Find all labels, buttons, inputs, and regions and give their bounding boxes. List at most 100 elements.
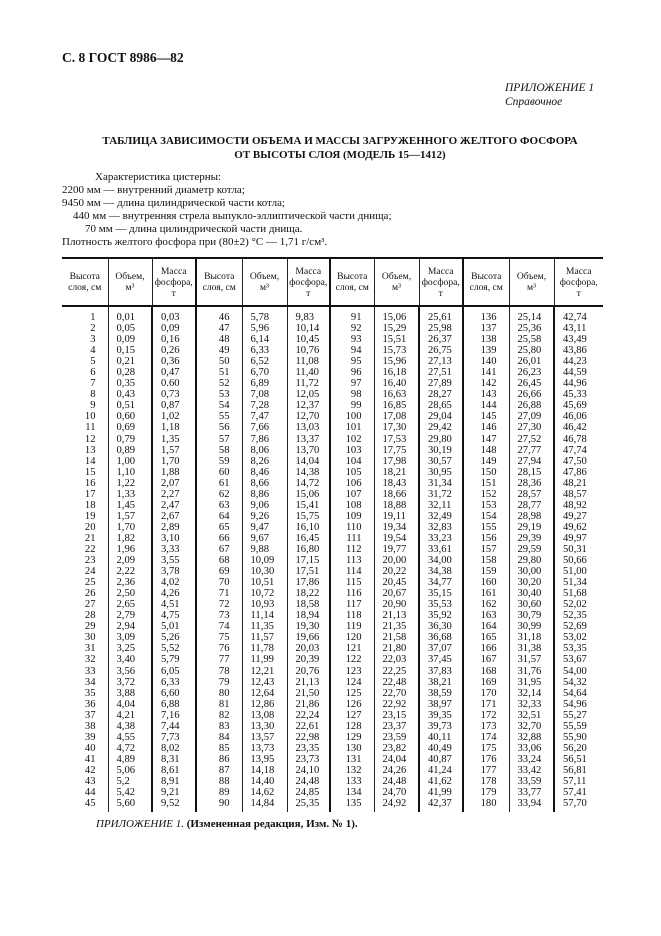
mass-cell: 35,92 bbox=[418, 610, 463, 622]
height-cell: 126 bbox=[329, 698, 374, 710]
mass-cell: 51,34 bbox=[553, 577, 603, 589]
mass-cell: 28,65 bbox=[418, 400, 463, 412]
height-cell: 86 bbox=[195, 753, 242, 765]
height-cell: 61 bbox=[195, 477, 242, 489]
mass-cell: 52,02 bbox=[553, 599, 603, 611]
volume-cell: 1,33 bbox=[107, 488, 152, 500]
height-cell: 127 bbox=[329, 709, 374, 721]
mass-cell: 24,48 bbox=[286, 775, 330, 788]
volume-cell: 29,80 bbox=[508, 555, 554, 567]
header-volume: Объем, м³ bbox=[508, 257, 554, 307]
volume-cell: 22,03 bbox=[373, 654, 419, 666]
volume-cell: 33,94 bbox=[508, 798, 554, 813]
volume-cell: 31,95 bbox=[508, 676, 554, 688]
volume-cell: 14,18 bbox=[241, 764, 287, 776]
volume-cell: 8,66 bbox=[241, 477, 287, 489]
mass-cell: 35,53 bbox=[418, 599, 463, 611]
table-row: 1 0,01 0,03 46 5,78 9,83 91 15,06 25,61 136 25,14 4… bbox=[62, 306, 603, 324]
volume-cell: 1,70 bbox=[107, 521, 152, 533]
volume-cell: 17,53 bbox=[373, 433, 419, 445]
table-row: 13 0,89 1,57 58 8,06 13,70 103 17,75 30,19 148 27,… bbox=[62, 444, 603, 456]
height-cell: 109 bbox=[329, 510, 374, 522]
volume-cell: 30,20 bbox=[508, 577, 554, 589]
height-cell: 9 bbox=[90, 400, 96, 412]
height-cell: 165 bbox=[462, 632, 509, 644]
height-cell: 62 bbox=[195, 488, 242, 500]
mass-cell: 55,90 bbox=[553, 731, 603, 743]
height-cell: 93 bbox=[329, 334, 374, 346]
appendix-type: Справочное bbox=[505, 96, 563, 108]
height-cell: 52 bbox=[195, 378, 242, 390]
volume-cell: 22,25 bbox=[373, 665, 419, 677]
volume-cell: 25,58 bbox=[508, 334, 554, 346]
header-mass-text: фосфора, bbox=[154, 276, 193, 288]
mass-cell: 0,73 bbox=[151, 389, 196, 401]
mass-cell: 29,80 bbox=[418, 433, 463, 445]
volume-cell: 8,86 bbox=[241, 488, 287, 500]
mass-cell: 37,83 bbox=[418, 665, 463, 677]
height-cell: 132 bbox=[329, 764, 374, 776]
volume-cell: 2,94 bbox=[107, 621, 152, 633]
mass-cell: 2,07 bbox=[151, 477, 196, 489]
height-cell: 98 bbox=[329, 389, 374, 401]
table-row: 32 3,40 5,79 77 11,99 20,39 122 22,03 37,45 167 31… bbox=[62, 654, 603, 666]
volume-cell: 2,79 bbox=[107, 610, 152, 622]
volume-cell: 32,14 bbox=[508, 687, 554, 699]
volume-cell: 13,30 bbox=[241, 720, 287, 732]
height-cell: 80 bbox=[195, 687, 242, 699]
volume-cell: 2,09 bbox=[107, 555, 152, 567]
mass-cell: 20,03 bbox=[286, 643, 330, 655]
volume-cell: 30,79 bbox=[508, 610, 554, 622]
height-cell: 69 bbox=[195, 566, 242, 578]
table-row: 21 1,82 3,10 66 9,67 16,45 111 19,54 33,23 156 29,… bbox=[62, 532, 603, 544]
mass-cell: 17,51 bbox=[286, 566, 330, 578]
volume-cell: 27,94 bbox=[508, 455, 554, 467]
height-cell: 144 bbox=[462, 400, 509, 412]
amendment-text: (Измененная редакция, Изм. № 1). bbox=[186, 818, 358, 830]
mass-cell: 52,69 bbox=[553, 621, 603, 633]
table-row: 12 0,79 1,35 57 7,86 13,37 102 17,53 29,80 147 27,… bbox=[62, 433, 603, 445]
mass-cell: 2,27 bbox=[151, 488, 196, 500]
height-cell: 65 bbox=[195, 521, 242, 533]
mass-cell: 15,06 bbox=[286, 488, 330, 500]
mass-cell: 50,31 bbox=[553, 543, 603, 556]
height-cell: 107 bbox=[329, 488, 374, 500]
volume-cell: 1,22 bbox=[107, 477, 152, 489]
table-row: 16 1,22 2,07 61 8,66 14,72 106 18,43 31,34 151 28,… bbox=[62, 477, 603, 489]
intro-line: 2200 мм — внутренний диаметр котла; bbox=[62, 183, 245, 196]
volume-cell: 33,59 bbox=[508, 775, 554, 788]
header-height: Высота слоя, см bbox=[195, 257, 242, 307]
mass-cell: 32,11 bbox=[418, 499, 463, 511]
volume-cell: 24,26 bbox=[373, 764, 419, 776]
mass-cell: 26,37 bbox=[418, 334, 463, 346]
header-volume-text: м³ bbox=[527, 282, 536, 293]
volume-cell: 30,60 bbox=[508, 599, 554, 611]
height-cell: 51 bbox=[195, 367, 242, 379]
table-row: 29 2,94 5,01 74 11,35 19,30 119 21,35 36,30 164 30… bbox=[62, 621, 603, 633]
height-cell: 82 bbox=[195, 709, 242, 721]
volume-cell: 11,57 bbox=[241, 632, 287, 644]
mass-cell: 8,02 bbox=[151, 742, 196, 754]
height-cell: 75 bbox=[195, 632, 242, 644]
height-cell: 6 bbox=[90, 367, 96, 379]
volume-cell: 12,86 bbox=[241, 698, 287, 710]
volume-cell: 15,51 bbox=[373, 334, 419, 346]
height-cell: 136 bbox=[462, 306, 509, 324]
height-cell: 172 bbox=[462, 709, 509, 721]
mass-cell: 31,34 bbox=[418, 477, 463, 489]
height-cell: 130 bbox=[329, 742, 374, 754]
height-cell: 106 bbox=[329, 477, 374, 489]
volume-cell: 20,67 bbox=[373, 588, 419, 600]
mass-cell: 54,00 bbox=[553, 665, 603, 677]
height-cell: 30 bbox=[84, 632, 96, 644]
mass-cell: 5,52 bbox=[151, 643, 196, 655]
mass-cell: 0,16 bbox=[151, 334, 196, 346]
volume-cell: 1,45 bbox=[107, 499, 152, 511]
volume-cell: 24,92 bbox=[373, 798, 419, 813]
volume-cell: 20,45 bbox=[373, 577, 419, 589]
mass-cell: 8,61 bbox=[151, 764, 196, 776]
volume-cell: 32,70 bbox=[508, 720, 554, 732]
height-cell: 99 bbox=[329, 400, 374, 412]
volume-cell: 7,28 bbox=[241, 400, 287, 412]
volume-cell: 10,93 bbox=[241, 599, 287, 611]
